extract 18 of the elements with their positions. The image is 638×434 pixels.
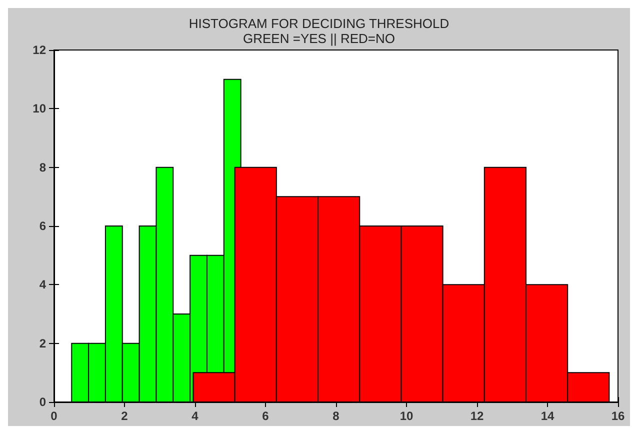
- y-tick-label: 2: [39, 336, 46, 350]
- chart-subtitle: GREEN =YES || RED=NO: [243, 31, 395, 46]
- x-tick-label: 6: [262, 409, 270, 423]
- y-tick-label: 4: [39, 278, 46, 292]
- x-tick-label: 14: [540, 409, 554, 423]
- x-tick-label: 12: [470, 409, 484, 423]
- x-tick-label: 10: [400, 409, 414, 423]
- y-tick-label: 0: [39, 395, 46, 409]
- x-tick-label: 4: [192, 409, 199, 423]
- x-tick-label: 0: [50, 409, 58, 423]
- y-tick-label: 8: [39, 160, 46, 174]
- y-tick-label: 10: [32, 102, 46, 116]
- x-tick-label: 2: [121, 409, 128, 423]
- y-tick-label: 6: [39, 219, 46, 233]
- x-tick-label: 16: [611, 409, 625, 423]
- x-tick-label: 8: [332, 409, 340, 423]
- y-tick-label: 12: [32, 43, 46, 57]
- chart-title: HISTOGRAM FOR DECIDING THRESHOLD: [188, 16, 450, 31]
